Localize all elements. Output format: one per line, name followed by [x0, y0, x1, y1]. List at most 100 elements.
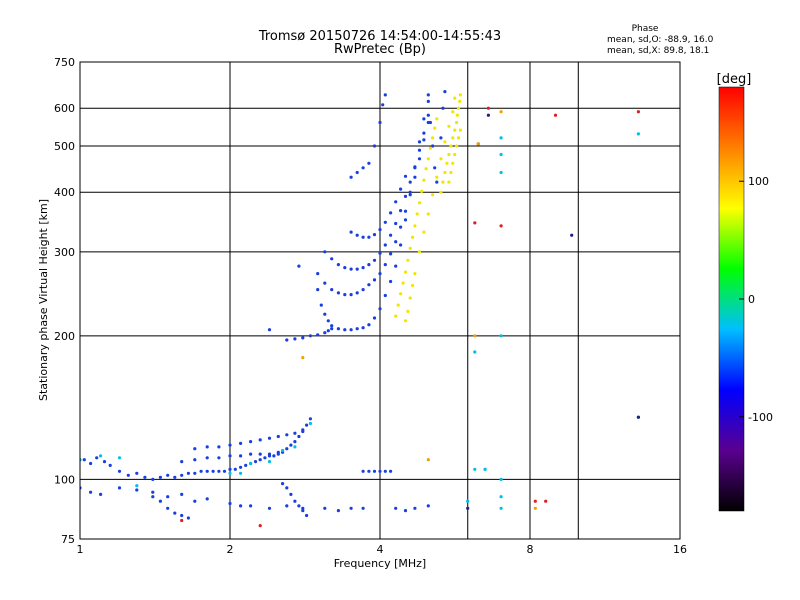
- data-point: [455, 120, 459, 125]
- data-point: [285, 504, 289, 508]
- x-tick-label: 4: [377, 543, 384, 556]
- data-point: [445, 161, 449, 165]
- data-point: [228, 471, 232, 475]
- data-point: [435, 175, 439, 179]
- data-point: [293, 337, 297, 341]
- data-point: [378, 228, 382, 232]
- data-point: [308, 334, 312, 338]
- data-point: [443, 140, 447, 144]
- data-point: [349, 175, 353, 179]
- data-point: [193, 499, 197, 503]
- data-point: [267, 460, 272, 464]
- data-point: [276, 434, 280, 439]
- data-point: [473, 467, 477, 471]
- data-point: [323, 250, 327, 254]
- y-tick-label: 300: [54, 246, 75, 259]
- data-point: [403, 509, 408, 513]
- data-point: [401, 281, 405, 285]
- data-point: [355, 327, 359, 331]
- data-point: [180, 518, 184, 523]
- y-tick-label: 600: [54, 102, 75, 115]
- data-point: [117, 486, 122, 490]
- x-axis-ticks: 1 2 4 8 16: [77, 543, 688, 556]
- data-point: [399, 209, 403, 213]
- data-point: [258, 452, 262, 456]
- data-point: [336, 327, 340, 331]
- data-point: [276, 450, 280, 454]
- data-point: [102, 460, 107, 464]
- data-point: [180, 460, 184, 464]
- data-point: [455, 144, 459, 148]
- data-point: [217, 445, 221, 449]
- data-point: [326, 319, 330, 323]
- data-point: [267, 452, 272, 456]
- data-point: [406, 258, 410, 262]
- data-point: [293, 440, 297, 444]
- data-point: [399, 292, 403, 296]
- data-point: [431, 193, 435, 197]
- data-point: [349, 328, 353, 332]
- data-point: [361, 506, 365, 510]
- data-point: [389, 252, 393, 256]
- data-point: [166, 506, 170, 510]
- data-point: [193, 458, 197, 462]
- data-point: [408, 190, 412, 194]
- data-point: [135, 484, 139, 488]
- data-point: [186, 471, 190, 475]
- data-point: [349, 293, 353, 297]
- data-point: [499, 506, 503, 510]
- data-point: [355, 267, 359, 271]
- y-tick-label: 100: [54, 473, 75, 486]
- data-point: [180, 473, 184, 477]
- data-point: [389, 211, 393, 215]
- data-point: [403, 270, 408, 274]
- data-point: [449, 170, 453, 175]
- data-point: [399, 187, 403, 191]
- data-point: [99, 454, 103, 458]
- data-point: [326, 329, 330, 333]
- data-point: [239, 465, 243, 469]
- data-point: [158, 499, 162, 503]
- data-point: [499, 495, 503, 499]
- data-point: [330, 324, 334, 328]
- data-point: [239, 454, 243, 458]
- data-point: [323, 312, 327, 316]
- data-points: [80, 90, 641, 528]
- data-point: [349, 506, 353, 510]
- data-point: [431, 144, 435, 148]
- data-point: [297, 434, 301, 439]
- data-point: [135, 471, 139, 475]
- data-point: [408, 193, 412, 197]
- data-point: [249, 440, 253, 444]
- data-point: [180, 513, 184, 518]
- data-point: [267, 506, 272, 510]
- legend-title: Phase: [632, 24, 659, 34]
- data-point: [415, 212, 419, 216]
- data-point: [439, 157, 443, 161]
- data-point: [408, 246, 412, 250]
- data-point: [403, 319, 408, 323]
- y-axis-ticks: 75 100 200 300 400 500 600 750: [54, 56, 75, 546]
- data-point: [473, 334, 477, 338]
- data-point: [636, 132, 641, 136]
- data-point: [82, 458, 86, 462]
- data-point: [486, 113, 490, 117]
- data-point: [381, 103, 385, 107]
- data-point: [426, 212, 430, 216]
- data-point: [417, 201, 422, 205]
- data-point: [394, 506, 398, 510]
- chart-title: Tromsø 20150726 14:54:00-14:55:43: [258, 29, 501, 44]
- data-point: [151, 477, 155, 481]
- data-point: [422, 230, 426, 234]
- data-point: [458, 99, 462, 103]
- data-point: [308, 421, 312, 426]
- data-point: [205, 469, 209, 473]
- x-tick-label: 1: [77, 543, 84, 556]
- data-point: [228, 501, 232, 506]
- data-point: [367, 161, 371, 165]
- data-point: [447, 124, 451, 128]
- data-point: [403, 218, 408, 222]
- colorbar: [deg] 100 0 -100: [717, 72, 773, 512]
- data-point: [441, 180, 445, 184]
- colorbar-label: [deg]: [717, 72, 752, 87]
